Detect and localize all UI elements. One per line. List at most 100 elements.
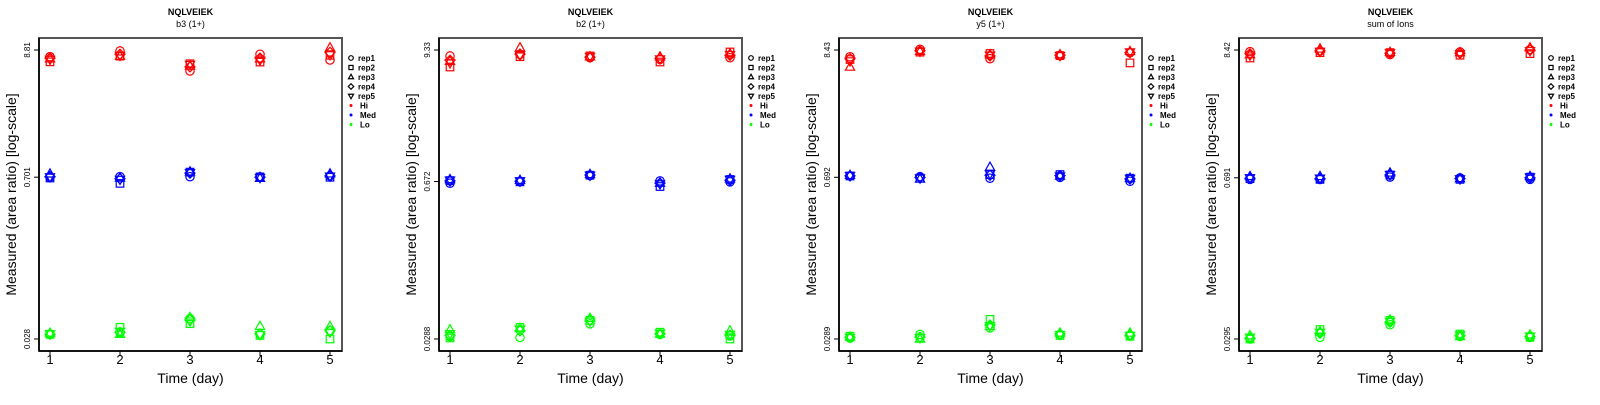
- data-point: [324, 328, 336, 339]
- data-point: [325, 55, 335, 65]
- legend-diamond-icon: [347, 82, 355, 91]
- legend-triangle-up-icon: [1547, 73, 1555, 80]
- legend-label: Hi: [360, 102, 368, 111]
- data-point: [654, 180, 666, 191]
- legend-dot-icon: [749, 113, 753, 117]
- series-lo-rep1: [845, 323, 1135, 343]
- series-lo-rep5: [444, 317, 736, 341]
- data-point: [1454, 46, 1466, 57]
- data-point: [725, 52, 735, 63]
- legend-label: rep5: [1158, 92, 1175, 101]
- data-point: [44, 167, 56, 178]
- data-point: [1314, 47, 1326, 58]
- data-point: [1454, 172, 1466, 183]
- legend-label: rep3: [758, 73, 775, 82]
- y-axis-label: Measured (area ratio) [log-scale]: [803, 93, 819, 295]
- data-point: [184, 317, 196, 328]
- legend-circle-icon: [1548, 55, 1554, 61]
- x-tick-label: 2: [116, 352, 123, 367]
- series-med-rep5: [444, 171, 736, 191]
- legend-label: rep5: [1558, 92, 1575, 101]
- legend-label: Lo: [760, 121, 770, 130]
- data-point: [184, 169, 196, 180]
- data-point: [1524, 173, 1536, 184]
- data-point: [115, 46, 125, 56]
- data-point: [1525, 49, 1535, 58]
- legend-label: rep2: [1158, 64, 1175, 73]
- data-point: [1124, 331, 1136, 342]
- legend-triangle-down-icon: [747, 93, 755, 100]
- data-point: [1054, 48, 1066, 59]
- data-point: [844, 333, 856, 344]
- data-point: [44, 173, 56, 184]
- scatter-plot: NQLVEIEK sum of Ions 8.42 0.691 0.0295 1 2 3 4 5 T…: [1203, 7, 1576, 386]
- legend-diamond-icon: [1147, 82, 1155, 91]
- legend-label: Med: [1560, 111, 1576, 120]
- data-point: [984, 170, 996, 181]
- data-point: [844, 57, 856, 68]
- data-point: [1244, 174, 1256, 185]
- legend-square-icon: [1148, 64, 1154, 71]
- data-point: [1384, 49, 1396, 60]
- data-point: [984, 160, 996, 171]
- y-tick-label: 0.672: [423, 171, 432, 192]
- data-point: [444, 323, 456, 334]
- data-point: [254, 56, 266, 67]
- data-point: [254, 173, 266, 184]
- data-point: [185, 319, 195, 329]
- legend-dot-icon: [749, 104, 753, 107]
- y-tick-label: 0.0288: [423, 326, 432, 351]
- data-point: [1124, 48, 1136, 59]
- series-med-rep5: [1244, 170, 1536, 186]
- data-point: [1454, 331, 1466, 342]
- x-tick-label: 3: [1386, 352, 1393, 367]
- series-hi-rep2: [45, 50, 335, 69]
- x-tick-label: 1: [846, 352, 853, 367]
- legend-label: rep2: [1558, 64, 1575, 73]
- legend-dot-icon: [749, 123, 753, 126]
- chart-subtitle: sum of Ions: [1367, 19, 1414, 29]
- data-point: [1524, 46, 1536, 57]
- legend-square-icon: [748, 64, 754, 71]
- data-point: [654, 55, 666, 66]
- y-axis-label: Measured (area ratio) [log-scale]: [1203, 93, 1219, 295]
- y-tick-label: 9.33: [423, 42, 432, 58]
- data-point: [844, 52, 856, 65]
- data-point: [1384, 170, 1396, 181]
- data-point: [1454, 175, 1466, 186]
- series-lo-rep2: [445, 315, 735, 344]
- data-point: [914, 334, 926, 345]
- data-point: [184, 60, 196, 71]
- data-point: [185, 66, 195, 76]
- y-tick-label: 0.0289: [823, 326, 832, 351]
- x-tick-label: 5: [1126, 352, 1133, 367]
- data-point: [724, 324, 736, 335]
- legend-label: rep4: [1558, 83, 1575, 92]
- data-point: [324, 46, 336, 59]
- data-point: [115, 322, 125, 332]
- data-point: [1244, 333, 1256, 344]
- data-point: [1124, 174, 1136, 185]
- x-axis-label: Time (day): [557, 370, 623, 386]
- data-point: [44, 330, 56, 341]
- plot-frame: [1238, 37, 1543, 352]
- y-tick-label: 0.701: [23, 167, 32, 188]
- data-point: [514, 51, 526, 62]
- legend-label: rep1: [1158, 54, 1175, 63]
- legend-label: Hi: [1160, 102, 1168, 111]
- legend-circle-icon: [748, 55, 754, 61]
- data-point: [1244, 48, 1256, 59]
- legend-label: rep3: [358, 73, 375, 82]
- data-point: [254, 52, 266, 63]
- series-lo-rep5: [44, 317, 336, 341]
- data-point: [1054, 330, 1066, 341]
- legend-label: rep5: [758, 92, 775, 101]
- legend-label: rep3: [1558, 73, 1575, 82]
- chart-subtitle: b2 (1+): [576, 19, 605, 29]
- data-point: [1054, 169, 1066, 180]
- data-point: [724, 330, 736, 341]
- chart-title: NQLVEIEK: [1368, 7, 1414, 17]
- series-med-rep5: [44, 169, 336, 186]
- y-tick-label: 0.028: [23, 328, 32, 349]
